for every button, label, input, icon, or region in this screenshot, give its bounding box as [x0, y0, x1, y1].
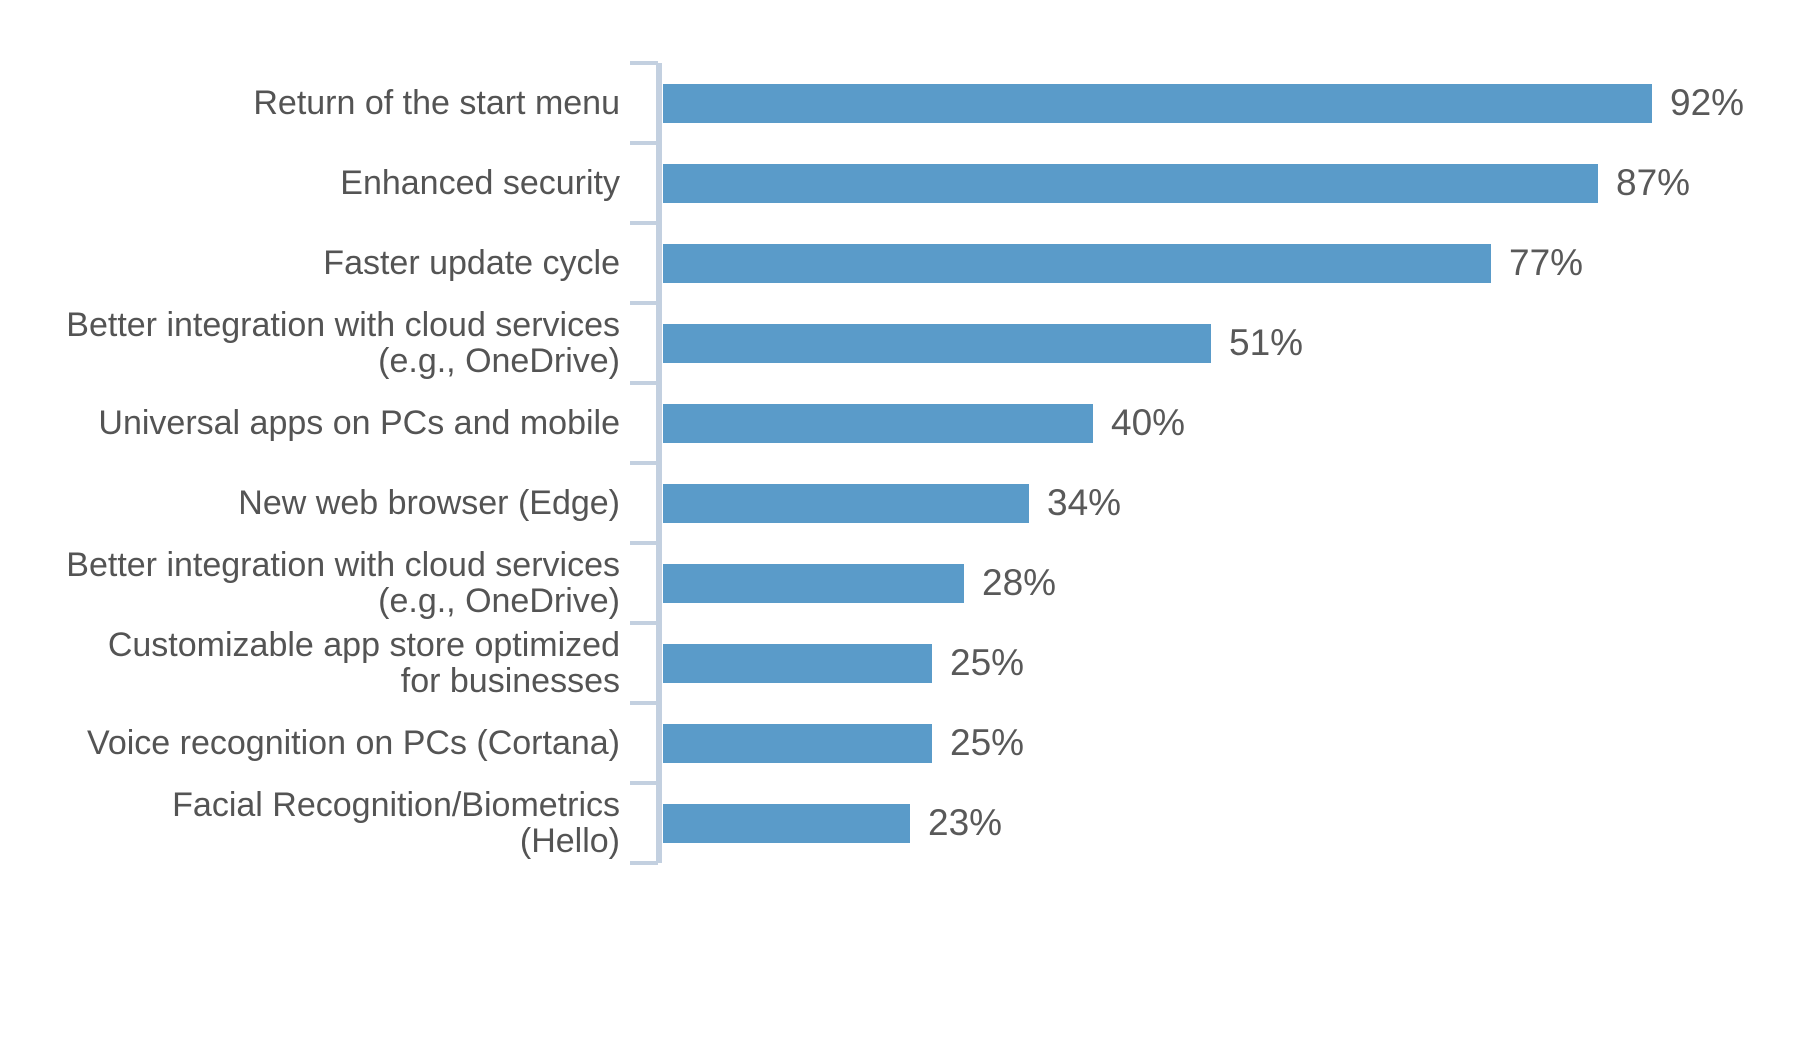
value-label: 92% — [1670, 82, 1745, 123]
tick-mark — [630, 221, 658, 225]
value-label: 23% — [928, 802, 1003, 843]
bar — [663, 83, 1652, 123]
bar — [663, 163, 1598, 203]
category-label: Enhanced security — [340, 164, 620, 202]
value-label: 87% — [1616, 162, 1691, 203]
tick-mark — [630, 141, 658, 145]
value-label: 34% — [1047, 482, 1122, 523]
value-label: 51% — [1229, 322, 1304, 363]
category-label: Faster update cycle — [323, 244, 620, 282]
bar — [663, 483, 1029, 523]
category-label: Better integration with cloud services (… — [66, 546, 620, 620]
tick-mark — [630, 61, 658, 65]
category-label: Customizable app store optimized for bus… — [107, 626, 620, 700]
bar — [663, 243, 1491, 283]
tick-mark — [630, 301, 658, 305]
tick-mark — [630, 461, 658, 465]
y-axis-line — [656, 63, 662, 863]
bar — [663, 723, 932, 763]
bar — [663, 403, 1093, 443]
tick-mark — [630, 621, 658, 625]
category-label: Better integration with cloud services (… — [66, 306, 620, 380]
category-label: Facial Recognition/Biometrics (Hello) — [172, 786, 620, 860]
category-label: Return of the start menu — [253, 84, 620, 122]
bar — [663, 563, 964, 603]
tick-mark — [630, 541, 658, 545]
value-label: 25% — [950, 642, 1025, 683]
bar — [663, 323, 1211, 363]
tick-mark — [630, 781, 658, 785]
tick-mark — [630, 381, 658, 385]
tick-mark — [630, 861, 658, 865]
category-label: Voice recognition on PCs (Cortana) — [87, 724, 620, 762]
category-label: New web browser (Edge) — [238, 484, 620, 522]
value-label: 77% — [1509, 242, 1584, 283]
value-label: 28% — [982, 562, 1057, 603]
value-label: 40% — [1111, 402, 1186, 443]
category-label: Universal apps on PCs and mobile — [98, 404, 620, 442]
bar — [663, 643, 932, 683]
tick-mark — [630, 701, 658, 705]
bar — [663, 803, 910, 843]
value-label: 25% — [950, 722, 1025, 763]
